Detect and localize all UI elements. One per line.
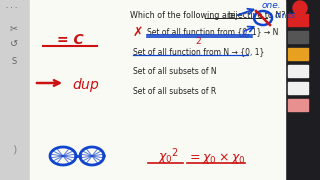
Bar — [288, 48, 308, 60]
Text: ✗: ✗ — [133, 26, 143, 39]
Text: $\sigma\cap\ell s$: $\sigma\cap\ell s$ — [274, 10, 296, 20]
Text: S: S — [12, 57, 17, 66]
Bar — [288, 14, 308, 26]
Text: Set of all function from {0, 1} → N: Set of all function from {0, 1} → N — [147, 28, 278, 37]
Text: Set of all function from N → {0, 1}: Set of all function from N → {0, 1} — [133, 48, 264, 57]
Bar — [30, 0, 285, 180]
Text: $\mathit{dup}$: $\mathit{dup}$ — [72, 76, 100, 94]
Bar — [288, 65, 308, 77]
Text: · · ·: · · · — [6, 5, 17, 11]
Text: ✂: ✂ — [10, 23, 18, 33]
Text: $\ell_0$: $\ell_0$ — [241, 29, 250, 41]
Text: Set of all subsets of N: Set of all subsets of N — [133, 68, 217, 76]
Text: bijective to N?: bijective to N? — [228, 10, 285, 19]
Bar — [0, 0, 30, 180]
Text: one.: one. — [262, 1, 282, 10]
Circle shape — [293, 1, 307, 15]
Text: ↺: ↺ — [10, 39, 18, 49]
Bar — [288, 99, 308, 111]
Text: Set of all subsets of R: Set of all subsets of R — [133, 87, 216, 96]
Text: ): ) — [12, 145, 16, 155]
Text: $\mathit{\chi}_0$: $\mathit{\chi}_0$ — [157, 151, 172, 165]
Text: = C: = C — [57, 33, 83, 47]
Bar — [288, 31, 308, 43]
Bar — [288, 82, 308, 94]
Text: 2: 2 — [195, 37, 201, 46]
Text: Which of the following are: Which of the following are — [130, 10, 238, 19]
Text: $= \mathit{\chi}_0 \times \mathit{\chi}_0$: $= \mathit{\chi}_0 \times \mathit{\chi}_… — [187, 150, 245, 165]
Bar — [285, 0, 320, 180]
Text: $2$: $2$ — [172, 146, 179, 158]
